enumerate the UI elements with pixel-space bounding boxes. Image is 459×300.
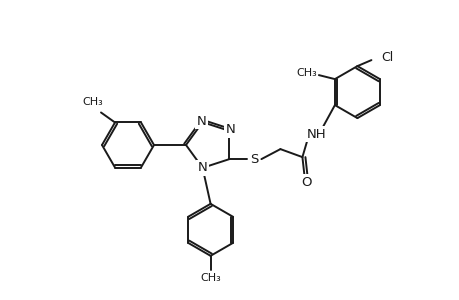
- Text: N: N: [196, 115, 206, 128]
- Text: NH: NH: [306, 128, 325, 141]
- Text: CH₃: CH₃: [83, 98, 103, 107]
- Text: CH₃: CH₃: [296, 68, 317, 78]
- Text: Cl: Cl: [381, 51, 393, 64]
- Text: O: O: [301, 176, 311, 189]
- Text: N: N: [225, 123, 235, 136]
- Text: CH₃: CH₃: [200, 273, 220, 283]
- Text: S: S: [250, 153, 258, 166]
- Text: N: N: [197, 161, 207, 174]
